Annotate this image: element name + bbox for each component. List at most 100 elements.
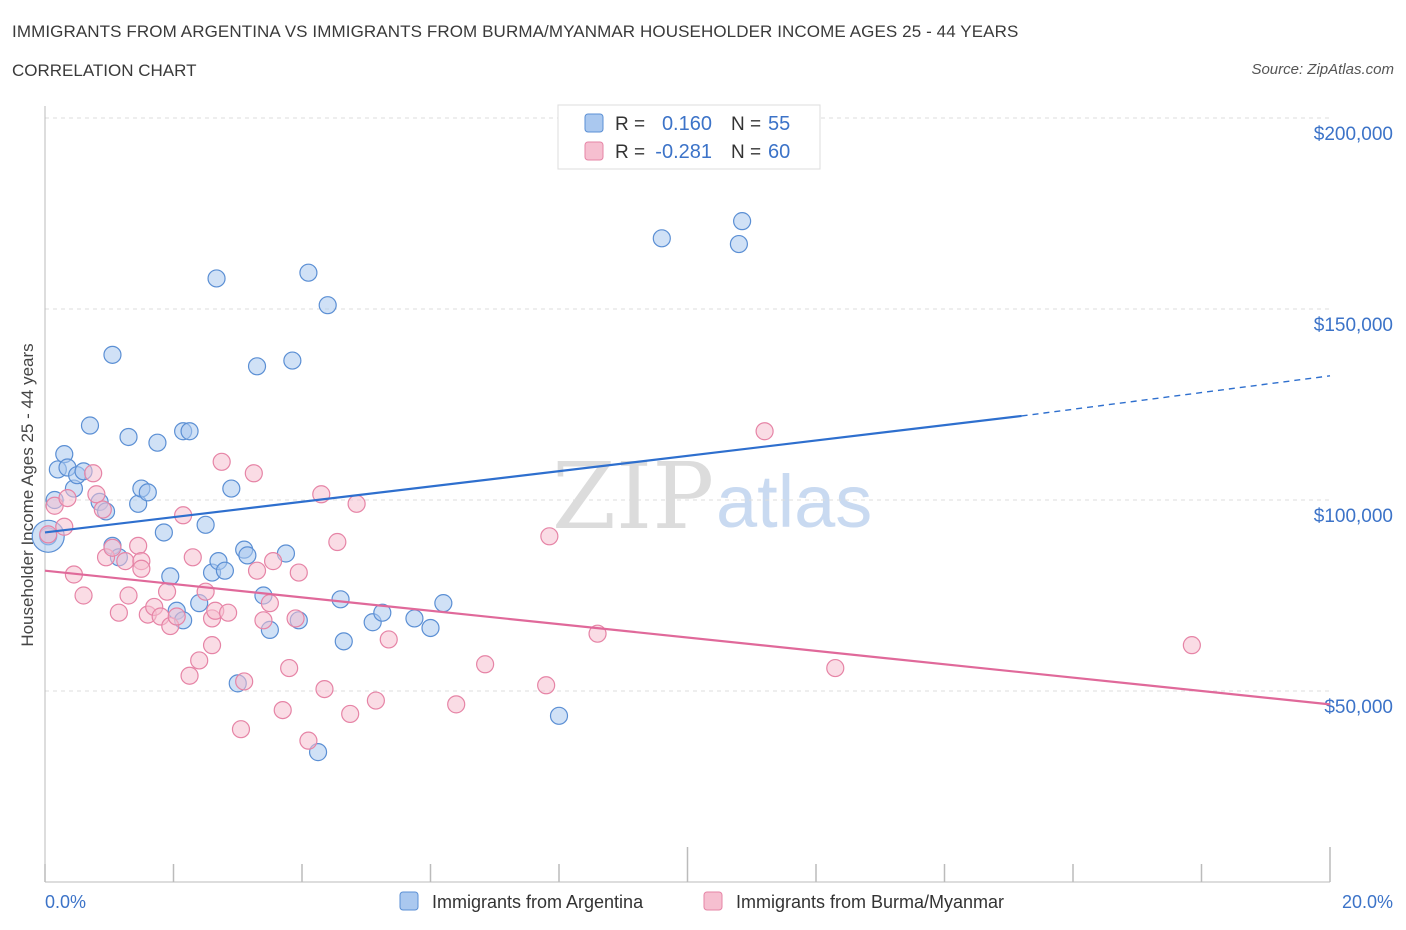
burma-point bbox=[341, 704, 360, 724]
burma-point bbox=[244, 464, 263, 483]
x-axis: 0.0% 20.0% bbox=[44, 106, 1393, 912]
burma-point bbox=[119, 586, 138, 605]
argentina-point bbox=[215, 561, 234, 580]
argentina-point bbox=[652, 229, 671, 248]
burma-point bbox=[55, 517, 74, 536]
argentina-point bbox=[80, 416, 100, 435]
argentina-point bbox=[318, 296, 337, 315]
stats-burma-r-value: -0.281 bbox=[655, 141, 712, 163]
argentina-point bbox=[405, 609, 424, 628]
burma-point bbox=[58, 488, 77, 508]
burma-point bbox=[1182, 636, 1201, 655]
burma-point bbox=[202, 636, 222, 655]
burma-point bbox=[273, 700, 292, 720]
burma-point bbox=[286, 609, 305, 628]
argentina-point bbox=[180, 422, 199, 441]
x-tick-label-start: 0.0% bbox=[45, 892, 86, 912]
y-tick-label: $50,000 bbox=[1324, 697, 1393, 718]
burma-point bbox=[212, 452, 231, 471]
burma-point bbox=[299, 731, 318, 750]
argentina-point bbox=[196, 515, 215, 534]
series-burma-points bbox=[39, 422, 1201, 750]
argentina-point bbox=[733, 212, 752, 231]
legend-burma-swatch bbox=[703, 891, 723, 911]
burma-point bbox=[263, 552, 283, 571]
burma-point bbox=[132, 559, 151, 578]
argentina-trend-line bbox=[44, 414, 1022, 534]
burma-point bbox=[366, 691, 385, 710]
argentina-point bbox=[247, 357, 267, 376]
chart-title: IMMIGRANTS FROM ARGENTINA VS IMMIGRANTS … bbox=[12, 22, 1019, 41]
argentina-point bbox=[421, 618, 440, 638]
argentina-point bbox=[138, 483, 157, 502]
burma-point bbox=[235, 672, 254, 691]
burma-point bbox=[180, 666, 199, 685]
stats-burma-n-label: N = bbox=[731, 142, 761, 163]
burma-point bbox=[219, 603, 238, 622]
burma-point bbox=[476, 655, 495, 674]
burma-point bbox=[93, 500, 112, 519]
burma-point bbox=[109, 603, 128, 622]
argentina-point bbox=[207, 269, 226, 288]
burma-point bbox=[167, 607, 186, 626]
burma-point bbox=[103, 538, 122, 557]
burma-point bbox=[129, 536, 148, 555]
argentina-point bbox=[238, 546, 257, 565]
burma-point bbox=[183, 548, 202, 567]
burma-point bbox=[254, 611, 273, 630]
stats-argentina-r-value: 0.160 bbox=[662, 113, 712, 135]
watermark-atlas: atlas bbox=[716, 460, 872, 543]
argentina-point bbox=[283, 351, 302, 370]
burma-point bbox=[247, 561, 267, 580]
argentina-point bbox=[119, 427, 138, 447]
burma-point bbox=[157, 582, 177, 601]
burma-point bbox=[826, 658, 845, 678]
legend-argentina-label: Immigrants from Argentina bbox=[432, 892, 644, 912]
trend-lines bbox=[44, 375, 1331, 706]
argentina-point bbox=[299, 263, 318, 282]
legend-argentina-swatch bbox=[399, 891, 419, 911]
chart-subtitle: CORRELATION CHART bbox=[12, 61, 197, 80]
y-tick-label: $200,000 bbox=[1314, 124, 1393, 145]
watermark-zip: ZIP bbox=[552, 443, 714, 550]
stats-argentina-n-label: N = bbox=[731, 114, 761, 135]
burma-point bbox=[289, 563, 308, 582]
argentina-point bbox=[148, 433, 167, 452]
burma-point bbox=[190, 651, 209, 670]
argentina-point bbox=[331, 590, 350, 609]
burma-point bbox=[231, 720, 251, 739]
stats-argentina-n-value: 55 bbox=[768, 113, 790, 135]
burma-point bbox=[84, 464, 103, 483]
burma-point bbox=[379, 630, 398, 649]
burma-point bbox=[87, 485, 106, 504]
stats-burma-n-value: 60 bbox=[768, 141, 790, 163]
stats-argentina-r-label: R = bbox=[615, 114, 645, 135]
burma-point bbox=[39, 525, 58, 544]
burma-point bbox=[755, 422, 774, 441]
argentina-trend-extension bbox=[1021, 375, 1331, 417]
stats-legend: R = 0.160 N = 55 R = -0.281 N = 60 bbox=[557, 104, 821, 170]
argentina-point bbox=[222, 479, 241, 498]
burma-point bbox=[447, 695, 466, 714]
argentina-point bbox=[373, 603, 392, 622]
burma-point bbox=[280, 658, 299, 678]
y-tick-label: $150,000 bbox=[1314, 315, 1393, 336]
argentina-point bbox=[103, 345, 122, 364]
x-tick-label-end: 20.0% bbox=[1342, 892, 1393, 912]
bottom-legend: Immigrants from Argentina Immigrants fro… bbox=[399, 891, 1004, 912]
burma-point bbox=[328, 532, 347, 552]
y-tick-labels: $200,000 $150,000 $100,000 $50,000 bbox=[1314, 124, 1393, 718]
stats-burma-r-label: R = bbox=[615, 142, 645, 163]
argentina-point bbox=[729, 234, 749, 254]
burma-point bbox=[540, 527, 559, 546]
burma-point bbox=[260, 594, 279, 613]
burma-point bbox=[74, 586, 93, 605]
burma-point bbox=[347, 494, 366, 513]
burma-point bbox=[116, 552, 135, 571]
argentina-point bbox=[434, 594, 453, 613]
argentina-point bbox=[549, 706, 569, 725]
y-tick-label: $100,000 bbox=[1314, 506, 1393, 527]
argentina-point bbox=[334, 632, 353, 651]
stats-burma-swatch bbox=[584, 141, 604, 161]
